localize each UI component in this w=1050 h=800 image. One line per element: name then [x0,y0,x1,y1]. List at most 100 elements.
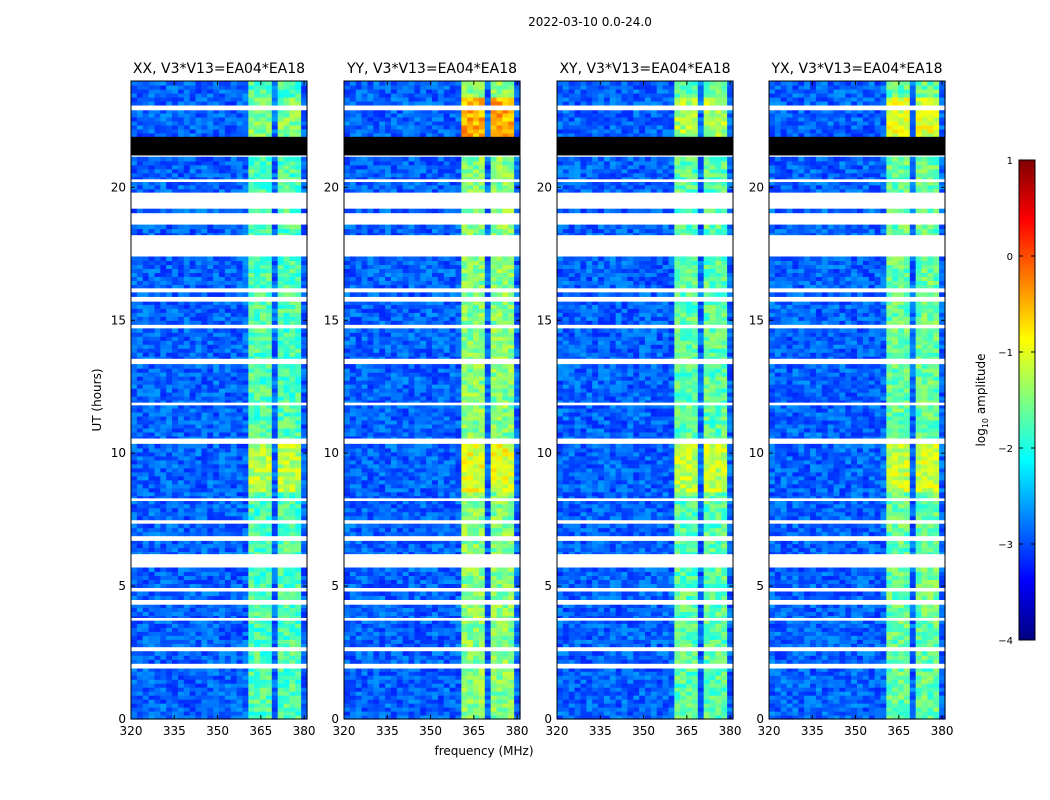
spectrogram-cell [242,651,249,656]
spectrogram-cell [271,120,279,126]
spectrogram-cell [213,380,220,385]
flagged-white-band [131,325,307,329]
spectrogram-cell [207,503,214,509]
spectrogram-cell [136,491,144,497]
spectrogram-cell [148,419,156,425]
spectrogram-cell [379,623,386,628]
spectrogram-cell [189,228,197,234]
spectrogram-cell [189,100,197,106]
spectrogram-cell [195,312,202,317]
spectrogram-cell [160,491,167,497]
spectrogram-cell [148,691,156,696]
spectrogram-cell [242,631,249,636]
spectrogram-cell [265,128,273,134]
spectrogram-cell [236,272,244,277]
spectrogram-cell [201,455,208,461]
spectrogram-cell [265,108,273,114]
spectrogram-cell [508,567,515,573]
spectrogram-cell [295,284,302,289]
spectrogram-cell [172,81,179,86]
spectrogram-cell [432,643,439,648]
spectrogram-cell [355,639,363,644]
spectrogram-cell [224,400,232,405]
spectrogram-cell [172,503,179,509]
spectrogram-cell [213,132,220,138]
spectrogram-cell [230,411,238,417]
spectrogram-cell [219,655,226,660]
spectrogram-cell [236,543,244,549]
spectrogram-cell [289,112,296,118]
spectrogram-cell [136,232,144,238]
spectrogram-cell [396,659,404,664]
spectrogram-cell [277,431,285,437]
spectrogram-cell [213,336,220,341]
spectrogram-cell [408,631,415,636]
spectrogram-cell [177,643,185,648]
spectrogram-cell [514,571,521,577]
spectrogram-cell [183,711,191,716]
spectrogram-cell [136,547,144,553]
spectrogram-cell [254,591,261,596]
spectrogram-cell [271,164,279,170]
spectrogram-cell [260,571,267,577]
spectrogram-cell [449,583,457,589]
spectrogram-cell [248,635,255,640]
spectrogram-cell [295,619,302,624]
spectrogram-cell [271,300,279,305]
spectrogram-cell [189,575,197,581]
spectrogram-cell [224,471,232,477]
spectrogram-cell [236,483,244,489]
spectrogram-cell [265,687,273,692]
spectrogram-cell [201,651,208,656]
spectrogram-cell [254,272,261,277]
spectrogram-cell [426,639,433,644]
flagged-white-band [131,235,307,257]
spectrogram-cell [414,659,421,664]
spectrogram-cell [183,120,191,126]
spectrogram-cell [172,308,179,313]
spectrogram-cell [390,631,398,636]
spectrogram-cell [224,112,232,118]
spectrogram-cell [496,659,503,664]
spectrogram-cell [201,531,208,537]
spectrogram-cell [367,707,374,712]
spectrogram-cell [213,372,220,377]
spectrogram-cell [148,703,156,708]
spectrogram-cell [207,276,214,281]
spectrogram-cell [414,695,421,700]
spectrogram-cell [349,643,357,648]
spectrogram-cell [449,671,457,676]
spectrogram-cell [136,407,144,413]
spectrogram-cell [283,312,290,317]
spectrogram-cell [160,116,167,122]
spectrogram-cell [213,208,220,214]
spectrogram-cell [295,583,302,589]
spectrogram-cell [254,368,261,373]
spectrogram-cell [236,160,244,166]
spectrogram-cell [283,523,290,529]
spectrogram-cell [344,671,351,676]
spectrogram-cell [131,627,138,632]
spectrogram-cell [490,607,498,612]
spectrogram-cell [177,300,185,305]
spectrogram-cell [361,579,369,585]
spectrogram-cell [301,495,308,501]
spectrogram-cell [295,172,302,178]
spectrogram-cell [390,679,398,684]
spectrogram-cell [248,435,255,441]
spectrogram-cell [414,671,421,676]
spectrogram-cell [514,659,521,664]
spectrogram-cell [455,595,462,600]
spectrogram-cell [295,128,302,134]
spectrogram-cell [201,396,208,401]
spectrogram-cell [473,691,480,696]
spectrogram-cell [373,603,380,608]
spectrogram-cell [136,92,144,98]
spectrogram-cell [213,435,220,441]
spectrogram-cell [301,232,308,238]
spectrogram-cell [508,707,515,712]
spectrogram-cell [131,639,138,644]
spectrogram-cell [177,124,185,130]
spectrogram-cell [166,407,173,413]
spectrogram-cell [131,699,138,704]
